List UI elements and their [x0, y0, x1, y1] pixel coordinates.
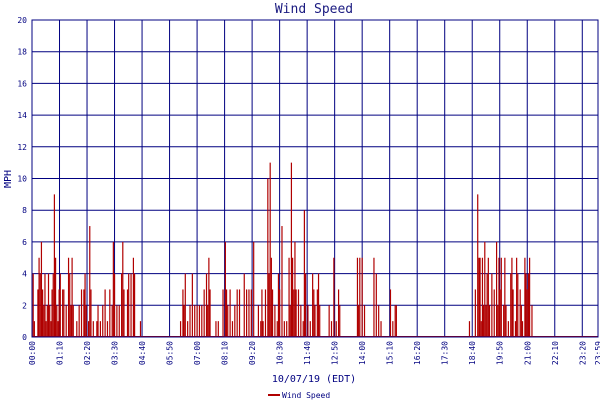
- y-tick-label: 0: [22, 333, 27, 342]
- y-tick-label: 16: [17, 79, 27, 88]
- y-tick-label: 18: [17, 48, 27, 57]
- series-wind-speed: [32, 162, 598, 337]
- y-axis-label: MPH: [3, 170, 14, 188]
- x-tick-label: 12:50: [331, 341, 340, 365]
- x-tick-label: 09:20: [248, 341, 257, 365]
- y-tick-label: 20: [17, 16, 27, 25]
- x-axis-label: 10/07/19 (EDT): [272, 374, 356, 385]
- y-tick-labels: 0 2 4 6 8 10 12 14 16 18 20: [17, 16, 27, 342]
- x-tick-label: 08:10: [221, 341, 230, 365]
- y-tick-label: 10: [17, 175, 27, 184]
- x-tick-label: 14:00: [358, 341, 367, 365]
- x-tick-label: 16:20: [413, 341, 422, 365]
- x-tick-label: 23:20: [578, 341, 587, 365]
- chart-title: Wind Speed: [275, 2, 353, 17]
- x-tick-label: 07:00: [193, 341, 202, 365]
- x-tick-labels: 00:00 01:10 02:20 03:30 04:40 05:50 07:00 08:10…: [28, 341, 600, 365]
- x-tick-label: 18:40: [468, 341, 477, 365]
- x-tick-label: 02:20: [83, 341, 92, 365]
- y-tick-label: 2: [22, 301, 27, 310]
- x-tick-label: 00:00: [28, 341, 37, 365]
- x-tick-label: 04:40: [138, 341, 147, 365]
- plot-frame: [31, 19, 599, 338]
- x-tick-label: 23:59: [594, 341, 600, 365]
- axes: [31, 19, 599, 338]
- x-tick-label: 19:50: [496, 341, 505, 365]
- y-tick-label: 6: [22, 238, 27, 247]
- x-tick-label: 15:10: [386, 341, 395, 365]
- x-tick-label: 10:30: [276, 341, 285, 365]
- x-tick-label: 17:30: [441, 341, 450, 365]
- x-tick-label: 03:30: [111, 341, 120, 365]
- x-tick-label: 11:40: [303, 341, 312, 365]
- y-tick-label: 14: [17, 111, 27, 120]
- x-tick-label: 05:50: [166, 341, 175, 365]
- y-tick-label: 8: [22, 206, 27, 215]
- x-tick-label: 01:10: [56, 341, 65, 365]
- legend-label: Wind Speed: [282, 391, 330, 400]
- y-tick-label: 4: [22, 270, 27, 279]
- y-tick-label: 12: [17, 143, 27, 152]
- x-tick-label: 22:10: [551, 341, 560, 365]
- x-tick-label: 21:00: [523, 341, 532, 365]
- legend: Wind Speed: [268, 391, 330, 400]
